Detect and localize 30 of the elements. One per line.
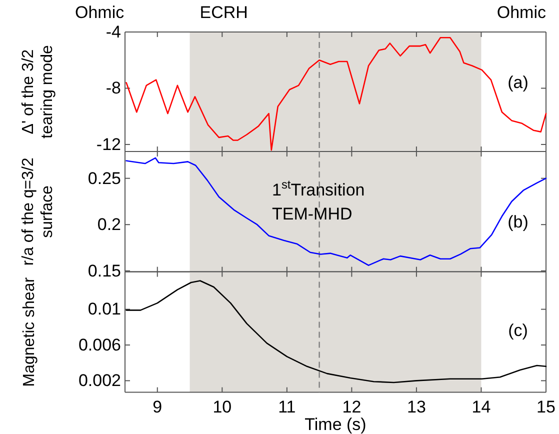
x-axis-title: Time (s) [304, 415, 366, 434]
y-tick-label: 0.25 [88, 168, 121, 188]
x-tick-label: 15 [536, 397, 556, 416]
text: Ohmic [496, 3, 546, 22]
annotation: 1$^{st}$Transition [272, 178, 365, 200]
line-series [126, 280, 547, 384]
annotation: (a) [508, 73, 528, 92]
y-tick-label: 0.2 [97, 215, 121, 234]
x-tick-label: 9 [152, 397, 162, 416]
text: Ohmic [75, 3, 125, 22]
x-tick-label: 13 [407, 397, 426, 416]
y-tick-label: 0.15 [88, 261, 121, 280]
y-tick-label: -8 [106, 78, 121, 98]
y-tick-label: -12 [96, 134, 121, 154]
y-axis-title: Δ' of the 3/2 tearing mode [20, 44, 56, 138]
line-series [126, 157, 547, 266]
y-tick-label: 0.002 [78, 371, 121, 390]
annotation: (c) [508, 320, 528, 340]
annotation: (b) [508, 212, 528, 232]
y-axis-title: r/a of the q=3/2 surface [20, 158, 56, 266]
y-tick-label: -4 [106, 22, 121, 42]
y-tick-label: 0.01 [88, 300, 121, 319]
x-tick-label: 10 [212, 397, 232, 416]
x-tick-label: 14 [472, 397, 491, 416]
band-label: ECRH [200, 3, 248, 22]
annotation: TEM-MHD [272, 204, 352, 224]
x-tick-label: 11 [278, 397, 296, 416]
x-tick-label: 12 [342, 397, 362, 416]
y-axis-title: Magnetic shear [21, 276, 38, 387]
y-tick-label: 0.006 [78, 335, 121, 354]
